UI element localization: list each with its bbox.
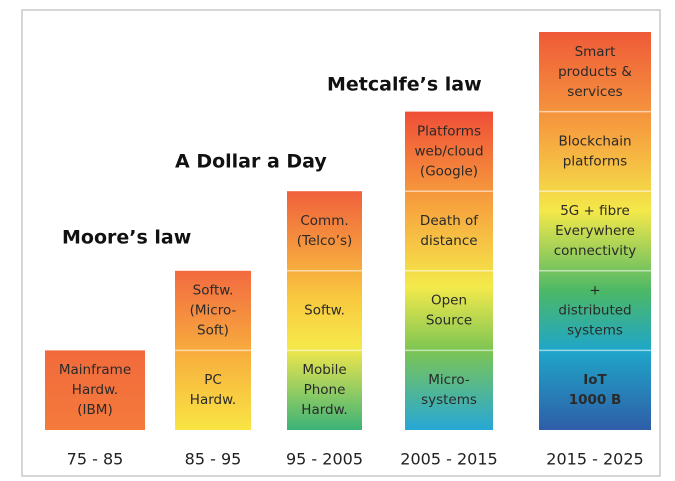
cell-text: Mobile [302,362,346,378]
column [287,191,362,430]
cell-text: Softw. [193,283,234,299]
cell-text: Everywhere [555,223,635,239]
cell-text: Smart [575,44,616,60]
cell-text: systems [567,323,623,339]
cell-text: distributed [558,303,631,319]
period-label: 95 - 2005 [286,450,363,469]
period-label: 2005 - 2015 [400,450,497,469]
column [45,350,145,430]
cell-text: Hardw. [72,382,118,398]
period-label: 85 - 95 [185,450,242,469]
cell-text: Phone [304,382,346,398]
heading: Moore’s law [62,227,191,249]
cell-text: (Google) [420,163,478,179]
cell-text: systems [421,392,477,408]
heading: A Dollar a Day [175,151,327,173]
cell-text: Source [426,313,472,329]
cell-text: Micro- [428,372,470,388]
cell-text: Blockchain [558,133,631,149]
cell-text: connectivity [554,243,637,259]
cell-text: Soft) [197,323,229,339]
heading: Metcalfe’s law [327,74,482,96]
cell-text: (IBM) [77,402,112,418]
cell-text: 1000 B [569,392,622,408]
cell-text: Softw. [304,303,345,319]
cell-text: services [567,84,622,100]
cell-text: 5G + fibre [560,203,630,219]
cell-text: + [589,283,600,299]
cell-text: Hardw. [190,392,236,408]
period-label: 75 - 85 [67,450,124,469]
cell-text: web/cloud [414,143,483,159]
cell-text: Death of [420,213,479,229]
cell-text: products & [558,64,632,80]
cell-text: distance [420,233,477,249]
cell-text: Platforms [417,123,481,139]
cell-text: (Telco’s) [297,233,353,249]
cell-text: Open [431,293,467,309]
cell-text: (Micro- [190,303,237,319]
frame [21,9,661,477]
cell-text: PC [204,372,222,388]
column [539,32,651,430]
cell-text: IoT [583,372,607,388]
period-label: 2015 - 2025 [546,450,643,469]
cell-text: Hardw. [301,402,347,418]
cell-text: Mainframe [59,362,131,378]
cell-text: Comm. [300,213,348,229]
cell-text: platforms [563,153,627,169]
